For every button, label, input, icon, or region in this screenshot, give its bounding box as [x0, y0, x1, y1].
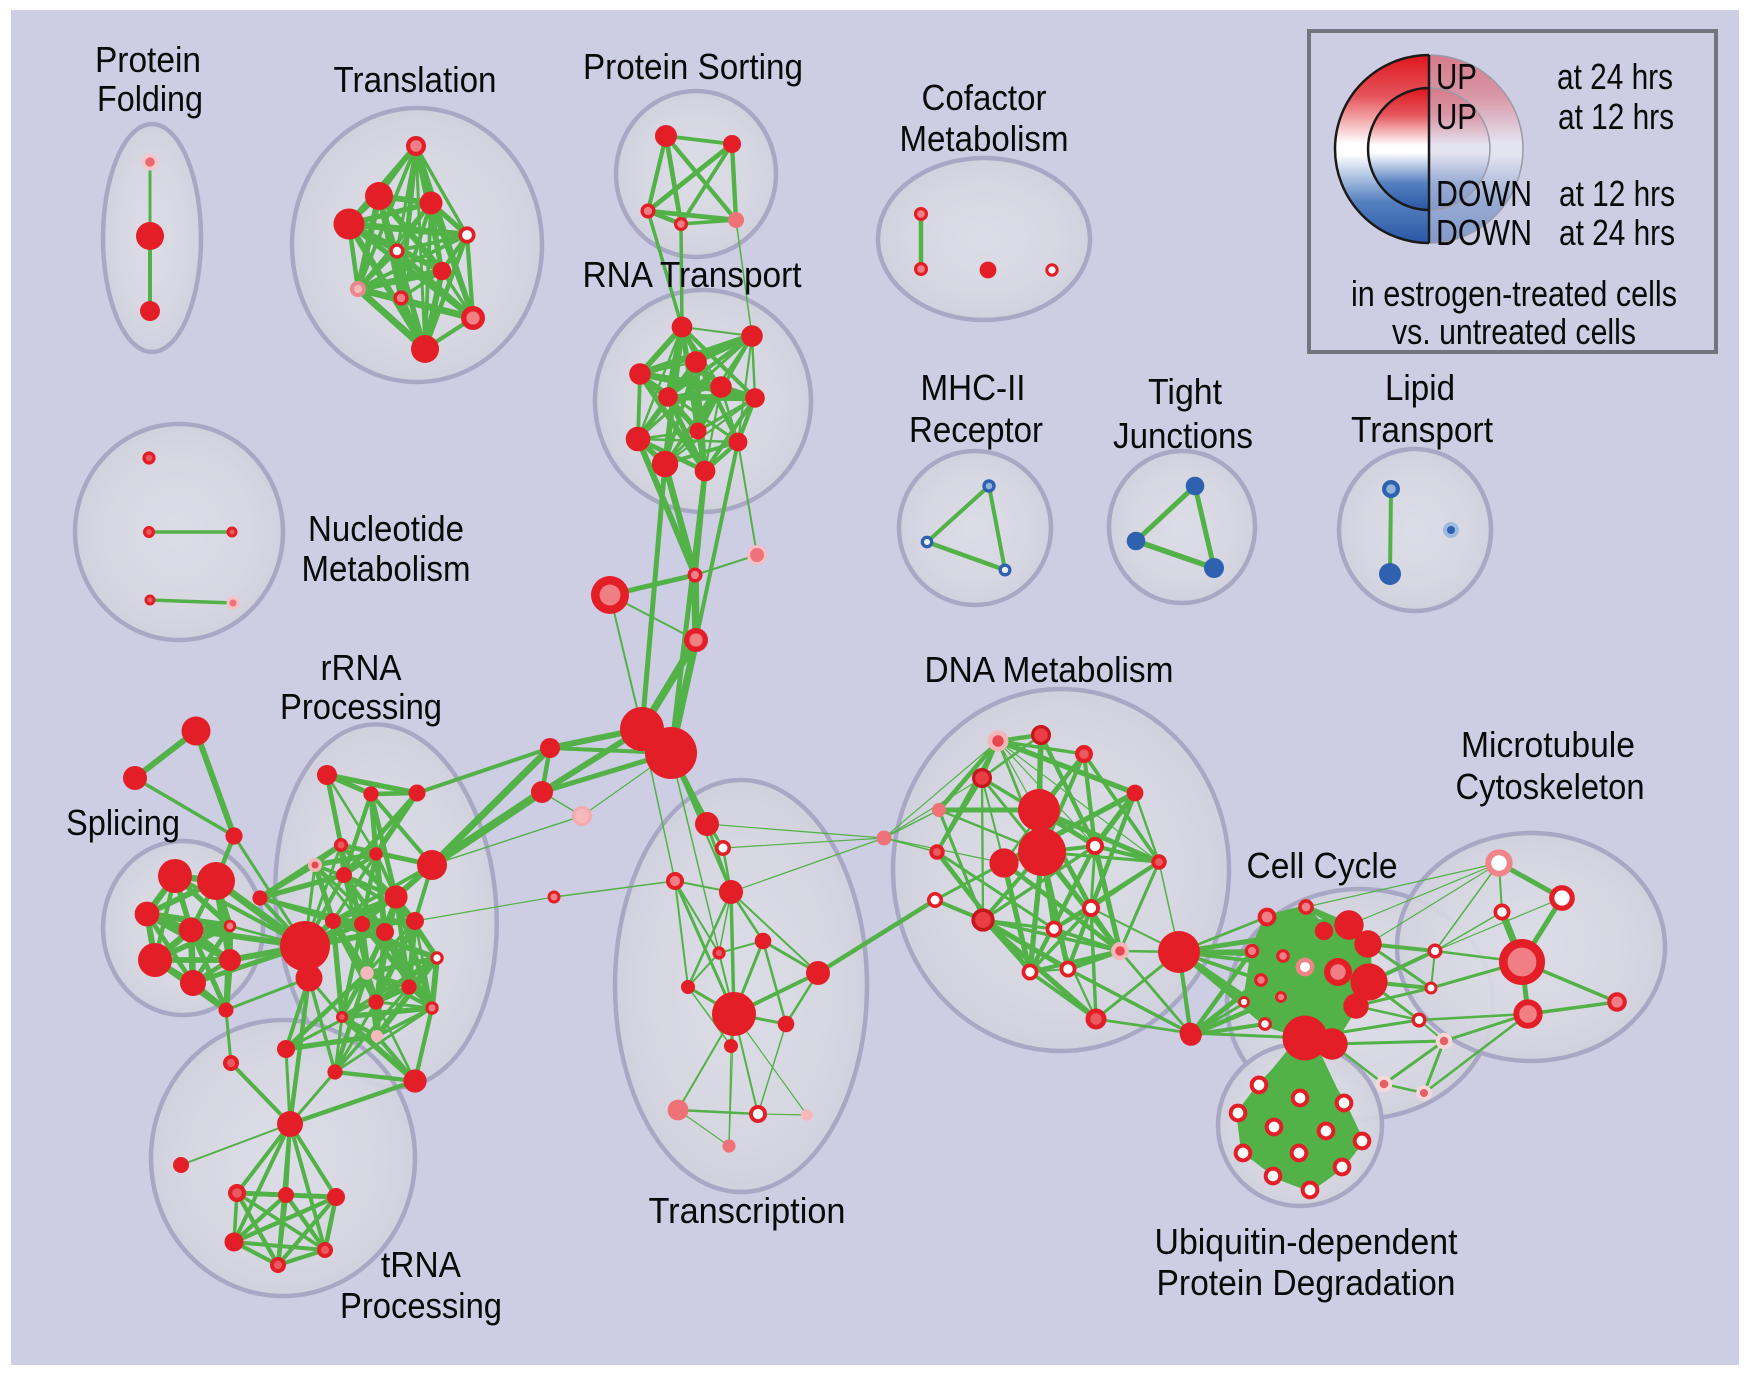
svg-text:UP: UP: [1436, 56, 1477, 97]
svg-text:MHC-II: MHC-II: [921, 367, 1026, 408]
svg-text:Transcription: Transcription: [649, 1190, 846, 1231]
svg-text:Nucleotide: Nucleotide: [308, 508, 464, 549]
svg-text:DOWN: DOWN: [1436, 212, 1532, 253]
svg-text:Splicing: Splicing: [66, 802, 180, 843]
svg-text:Metabolism: Metabolism: [900, 118, 1069, 159]
svg-text:Tight: Tight: [1148, 371, 1222, 412]
svg-text:Metabolism: Metabolism: [302, 548, 471, 589]
svg-text:at 24 hrs: at 24 hrs: [1559, 212, 1675, 253]
svg-text:at 12 hrs: at 12 hrs: [1558, 96, 1674, 137]
svg-text:Transport: Transport: [1351, 409, 1493, 450]
svg-text:tRNA: tRNA: [381, 1244, 461, 1285]
svg-text:Cofactor: Cofactor: [922, 77, 1047, 118]
svg-text:Cell Cycle: Cell Cycle: [1247, 845, 1398, 886]
svg-text:DNA Metabolism: DNA Metabolism: [925, 649, 1174, 690]
svg-text:Processing: Processing: [340, 1285, 502, 1326]
svg-text:UP: UP: [1436, 96, 1477, 137]
svg-text:Cytoskeleton: Cytoskeleton: [1456, 766, 1645, 807]
svg-text:Protein: Protein: [95, 39, 201, 80]
svg-text:Receptor: Receptor: [909, 409, 1043, 450]
svg-text:RNA Transport: RNA Transport: [583, 254, 802, 295]
svg-text:at 12 hrs: at 12 hrs: [1559, 173, 1675, 214]
svg-text:Lipid: Lipid: [1385, 367, 1455, 408]
svg-text:Protein Sorting: Protein Sorting: [583, 46, 803, 87]
svg-text:Microtubule: Microtubule: [1461, 724, 1635, 765]
svg-text:Ubiquitin-dependent: Ubiquitin-dependent: [1155, 1221, 1458, 1262]
svg-text:at 24 hrs: at 24 hrs: [1557, 56, 1673, 97]
svg-text:rRNA: rRNA: [321, 647, 402, 688]
svg-text:Processing: Processing: [280, 686, 442, 727]
svg-text:DOWN: DOWN: [1436, 173, 1532, 214]
svg-text:Junctions: Junctions: [1113, 415, 1253, 456]
svg-text:vs. untreated cells: vs. untreated cells: [1392, 311, 1636, 352]
svg-text:in estrogen-treated cells: in estrogen-treated cells: [1351, 273, 1677, 314]
svg-text:Folding: Folding: [97, 78, 203, 119]
svg-text:Protein Degradation: Protein Degradation: [1157, 1262, 1456, 1303]
svg-text:Translation: Translation: [334, 59, 497, 100]
